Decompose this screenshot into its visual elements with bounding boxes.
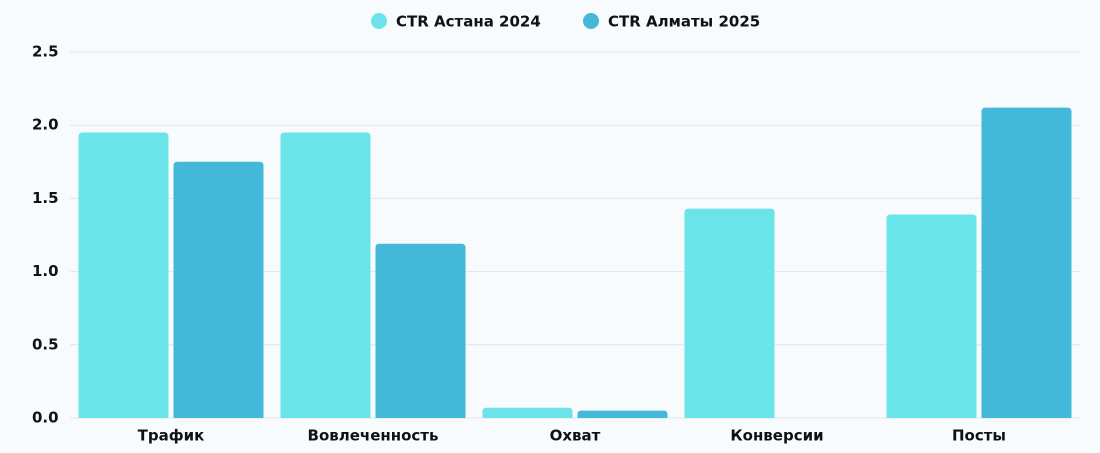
legend-marker (371, 13, 387, 29)
y-tick-label: 0.5 (32, 335, 59, 353)
y-tick-label: 1.5 (32, 189, 59, 207)
x-tick-label: Посты (952, 427, 1006, 445)
bar (280, 132, 371, 418)
x-tick-label: Вовлеченность (308, 427, 439, 445)
y-tick-label: 2.0 (32, 116, 59, 134)
legend-marker (583, 13, 599, 29)
y-tick-label: 1.0 (32, 262, 59, 280)
bar (684, 208, 775, 418)
x-tick-label: Трафик (138, 427, 205, 445)
x-tick-label: Охват (550, 427, 601, 445)
x-tick-label: Конверсии (730, 427, 823, 445)
bar (981, 107, 1072, 418)
bar (482, 407, 573, 418)
y-tick-label: 0.0 (32, 409, 59, 427)
bar (886, 214, 977, 418)
legend-label: CTR Астана 2024 (396, 13, 541, 31)
legend-label: CTR Алматы 2025 (608, 13, 760, 31)
y-tick-label: 2.5 (32, 43, 59, 61)
bar (375, 243, 466, 418)
bar (173, 161, 264, 419)
bar (78, 132, 169, 418)
bar (577, 410, 668, 418)
